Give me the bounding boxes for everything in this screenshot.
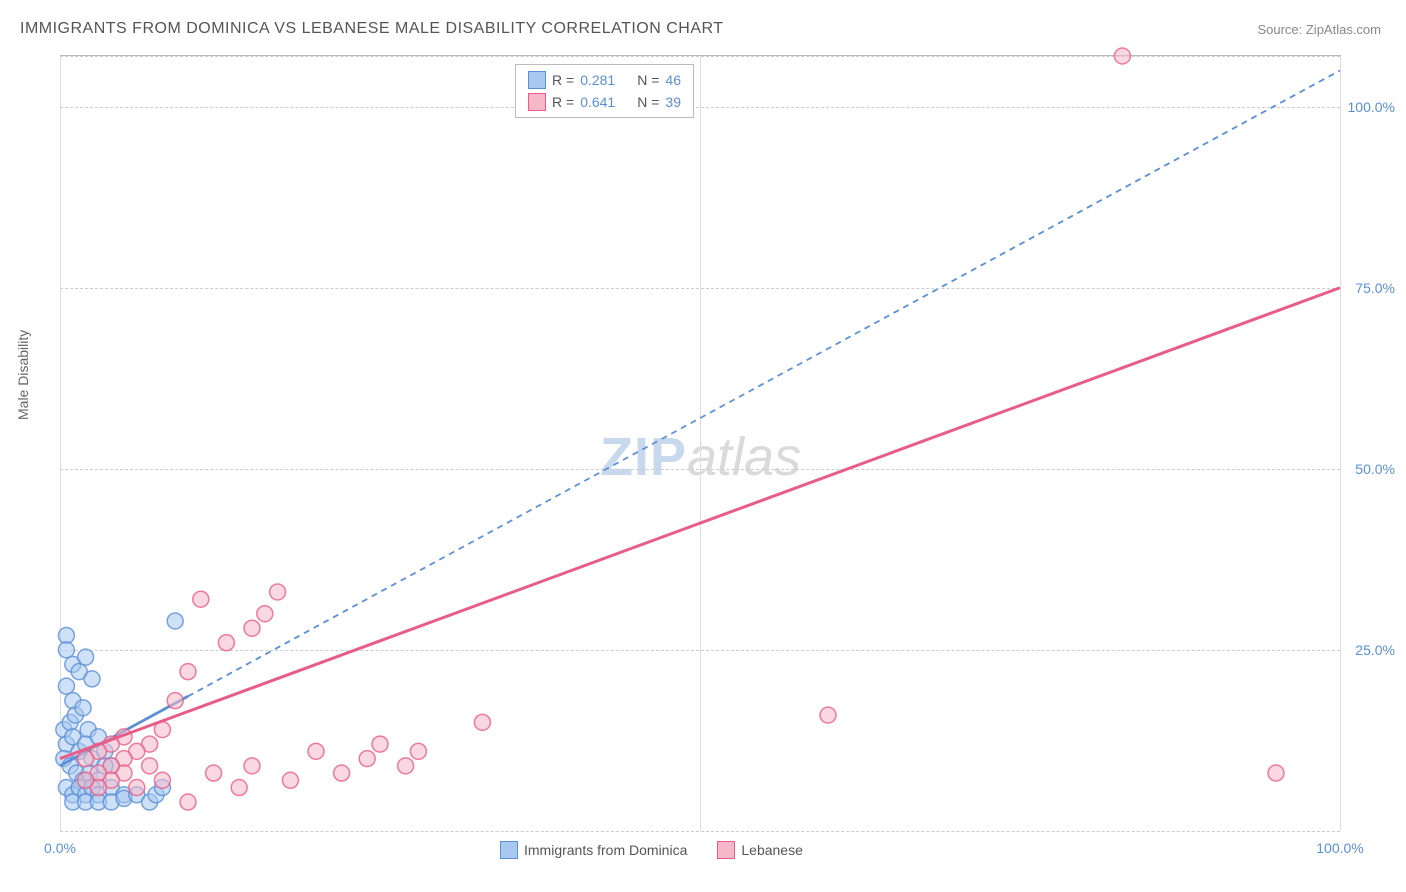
source-label: Source:: [1257, 22, 1305, 37]
gridline-v: [1340, 56, 1341, 831]
source-attribution: Source: ZipAtlas.com: [1257, 22, 1381, 37]
legend-swatch: [528, 93, 546, 111]
r-label: R =: [552, 69, 574, 91]
legend-correlation: R = 0.281 N = 46 R = 0.641 N = 39: [515, 64, 694, 118]
y-axis-label: Male Disability: [15, 330, 31, 420]
data-point-lebanese: [410, 743, 426, 759]
data-point-lebanese: [334, 765, 350, 781]
data-point-dominica: [78, 649, 94, 665]
n-value: 46: [665, 69, 681, 91]
chart-area: ZIPatlas R =0.281N =46R =0.641N =39 Immi…: [60, 55, 1341, 831]
data-point-lebanese: [398, 758, 414, 774]
gridline-h: [60, 831, 1340, 832]
data-point-lebanese: [820, 707, 836, 723]
legend-label: Lebanese: [741, 842, 803, 858]
data-point-lebanese: [372, 736, 388, 752]
r-value: 0.641: [580, 91, 615, 113]
data-point-dominica: [75, 700, 91, 716]
data-point-lebanese: [78, 772, 94, 788]
n-label: N =: [637, 91, 659, 113]
data-point-lebanese: [244, 758, 260, 774]
data-point-lebanese: [129, 780, 145, 796]
n-label: N =: [637, 69, 659, 91]
r-label: R =: [552, 91, 574, 113]
data-point-dominica: [84, 671, 100, 687]
data-point-lebanese: [167, 693, 183, 709]
legend-item-lebanese: Lebanese: [717, 841, 803, 859]
data-point-lebanese: [270, 584, 286, 600]
data-point-lebanese: [1114, 48, 1130, 64]
source-name: ZipAtlas.com: [1306, 22, 1381, 37]
data-point-lebanese: [206, 765, 222, 781]
y-tick-label: 100.0%: [1348, 99, 1395, 115]
data-point-lebanese: [218, 635, 234, 651]
data-point-dominica: [58, 678, 74, 694]
data-point-dominica: [58, 642, 74, 658]
legend-swatch: [528, 71, 546, 89]
data-point-lebanese: [359, 751, 375, 767]
legend-item-dominica: Immigrants from Dominica: [500, 841, 687, 859]
y-tick-label: 50.0%: [1355, 461, 1395, 477]
scatter-plot: [60, 56, 1340, 831]
data-point-lebanese: [1268, 765, 1284, 781]
legend-row-lebanese: R = 0.641 N = 39: [528, 91, 681, 113]
data-point-lebanese: [474, 714, 490, 730]
r-value: 0.281: [580, 69, 615, 91]
data-point-lebanese: [180, 794, 196, 810]
chart-title: IMMIGRANTS FROM DOMINICA VS LEBANESE MAL…: [20, 20, 724, 38]
n-value: 39: [665, 91, 681, 113]
data-point-lebanese: [231, 780, 247, 796]
data-point-lebanese: [193, 591, 209, 607]
data-point-lebanese: [142, 758, 158, 774]
data-point-lebanese: [180, 664, 196, 680]
x-tick-label: 0.0%: [44, 840, 76, 856]
legend-row-dominica: R = 0.281 N = 46: [528, 69, 681, 91]
data-point-lebanese: [78, 751, 94, 767]
data-point-lebanese: [244, 620, 260, 636]
trendline-extrapolated-dominica: [188, 70, 1340, 696]
y-tick-label: 75.0%: [1355, 280, 1395, 296]
data-point-lebanese: [154, 772, 170, 788]
y-tick-label: 25.0%: [1355, 642, 1395, 658]
trendline-lebanese: [60, 288, 1340, 759]
legend-label: Immigrants from Dominica: [524, 842, 687, 858]
data-point-lebanese: [257, 606, 273, 622]
data-point-lebanese: [282, 772, 298, 788]
legend-swatch: [500, 841, 518, 859]
x-tick-label: 100.0%: [1316, 840, 1363, 856]
data-point-dominica: [167, 613, 183, 629]
legend-series: Immigrants from Dominica Lebanese: [500, 841, 803, 859]
data-point-dominica: [58, 627, 74, 643]
legend-swatch: [717, 841, 735, 859]
data-point-lebanese: [308, 743, 324, 759]
